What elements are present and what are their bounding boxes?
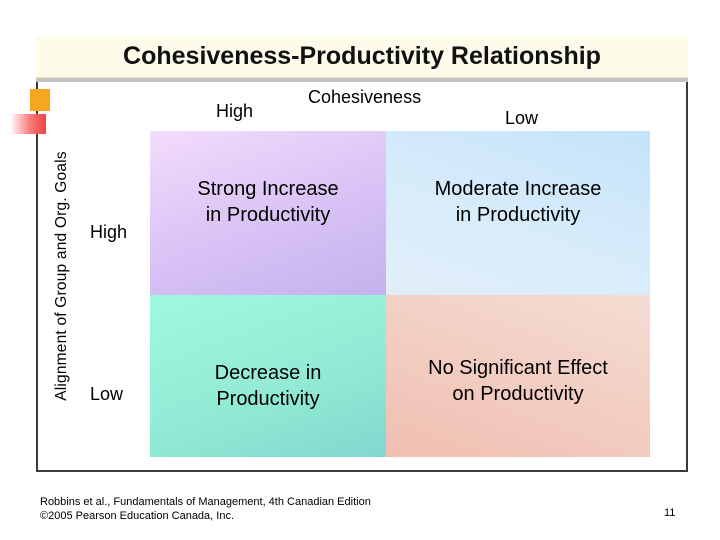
cell-text: Decrease in Productivity — [214, 362, 322, 410]
citation-footer: Robbins et al., Fundamentals of Manageme… — [40, 496, 371, 523]
title-band — [36, 36, 688, 78]
cell-text: Moderate Increase in Productivity — [434, 178, 602, 226]
row-high-label: High — [90, 222, 128, 242]
column-low-label: Low — [505, 108, 539, 128]
column-axis-title: Cohesiveness — [308, 87, 422, 107]
accent-square-decoration — [30, 89, 50, 111]
accent-bar-decoration — [10, 114, 46, 134]
page-number: 11 — [664, 507, 676, 519]
cell-low-cohesion-high-alignment: Moderate Increase in Productivity — [386, 131, 650, 295]
slide-title: Cohesiveness-Productivity Relationship — [123, 42, 601, 70]
cell-high-cohesion-high-alignment: Strong Increase in Productivity — [150, 131, 386, 295]
row-axis-title: Alignment of Group and Org. Goals — [53, 151, 70, 401]
cell-low-cohesion-low-alignment: No Significant Effect on Productivity — [386, 295, 650, 457]
frame-top-shadow — [36, 78, 688, 82]
cell-high-cohesion-low-alignment: Decrease in Productivity — [150, 295, 386, 457]
column-high-label: High — [216, 101, 254, 121]
cell-text: No Significant Effect on Productivity — [428, 357, 608, 405]
cell-text: Strong Increase in Productivity — [197, 178, 339, 226]
row-low-label: Low — [90, 384, 124, 404]
